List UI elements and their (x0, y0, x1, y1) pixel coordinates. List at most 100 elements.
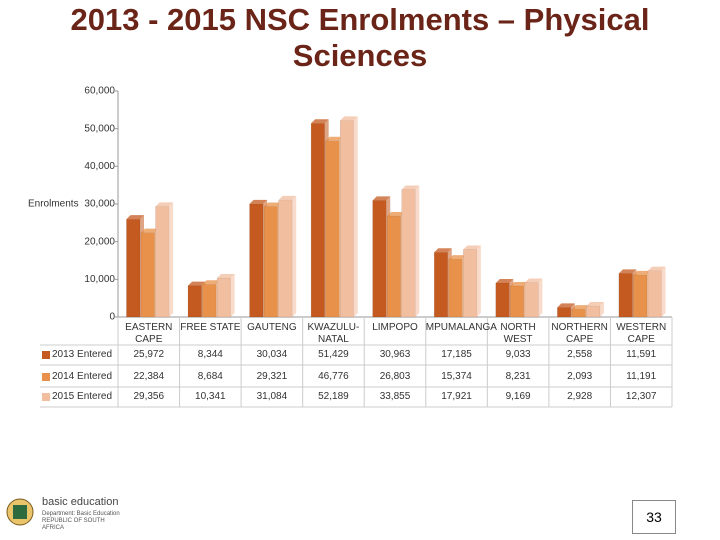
bar-top (217, 274, 235, 279)
bar-top (387, 212, 405, 217)
bar (202, 284, 217, 318)
legend-label: 2014 Entered (52, 371, 113, 382)
bar-side (599, 301, 604, 317)
logo-emblem (6, 498, 34, 526)
data-label: 15,374 (441, 371, 472, 382)
data-label: 29,356 (133, 391, 165, 402)
x-tick-label: MPUMALANGA (425, 322, 497, 333)
x-tick-label: GAUTENG (247, 322, 297, 333)
bar-top (340, 116, 358, 121)
x-tick-label: KWAZULU-NATAL (307, 322, 360, 345)
bar (278, 199, 293, 318)
data-label: 30,963 (379, 349, 411, 360)
bar (524, 282, 539, 318)
y-axis-label: Enrolments (28, 199, 79, 210)
bar-top (495, 278, 514, 283)
bar-top (155, 202, 174, 207)
y-tick-label: 20,000 (84, 236, 115, 247)
data-label: 2,093 (567, 371, 593, 382)
bar (433, 252, 449, 318)
bar-top (141, 228, 159, 233)
bar (401, 189, 416, 318)
data-label: 52,189 (318, 391, 349, 402)
data-label: 30,034 (256, 349, 288, 360)
bar (372, 200, 387, 318)
bar-top (586, 301, 604, 306)
bar (633, 274, 648, 318)
bar-side (476, 245, 481, 317)
bar-top (188, 281, 206, 286)
bar (216, 277, 231, 318)
bar (187, 285, 202, 318)
bar-top (278, 195, 297, 200)
bar-top (557, 303, 575, 308)
bar (510, 285, 525, 318)
bar-top (463, 245, 481, 250)
data-label: 46,776 (318, 371, 349, 382)
data-label: 2,928 (567, 391, 593, 402)
bar (571, 308, 586, 318)
bar (325, 140, 340, 318)
data-label: 17,921 (441, 391, 472, 402)
chart-title: 2013 - 2015 NSC Enrolments – Physical Sc… (70, 2, 650, 73)
bar (495, 282, 510, 318)
bar (263, 206, 278, 318)
legend-swatch (42, 351, 50, 359)
bar (155, 206, 170, 318)
y-tick-label: 0 (109, 312, 115, 323)
bar (557, 307, 572, 318)
data-label: 10,341 (195, 391, 226, 402)
bar-top (618, 269, 637, 274)
bar-side (230, 274, 235, 317)
data-label: 22,384 (133, 371, 165, 382)
data-label: 17,185 (441, 349, 472, 360)
bar-side (353, 116, 358, 317)
data-label: 51,429 (318, 349, 349, 360)
x-tick-label: FREE STATE (180, 322, 241, 333)
bar-top (647, 266, 666, 271)
logo-title: basic education (42, 496, 119, 508)
bar (140, 232, 155, 318)
bar (463, 249, 478, 318)
bar (586, 305, 601, 318)
bar-top (434, 248, 452, 253)
y-tick-label: 10,000 (84, 274, 115, 285)
bar (339, 120, 355, 318)
data-label: 33,855 (379, 391, 411, 402)
legend-swatch (42, 373, 50, 381)
data-label: 26,803 (379, 371, 411, 382)
data-label: 2,558 (567, 349, 593, 360)
data-label: 12,307 (625, 391, 657, 402)
y-tick-label: 40,000 (84, 161, 115, 172)
data-label: 9,169 (505, 391, 531, 402)
bar-top (311, 119, 329, 124)
bar (618, 273, 633, 318)
x-tick-label: LIMPOPO (372, 322, 418, 333)
bar (310, 123, 325, 318)
bar-top (264, 202, 282, 207)
data-label: 8,684 (197, 371, 223, 382)
bar-top (524, 278, 543, 283)
y-tick-label: 30,000 (84, 199, 115, 210)
bar-side (415, 185, 420, 317)
bar-side (292, 195, 297, 317)
bar-side (661, 266, 666, 317)
data-label: 25,972 (133, 349, 165, 360)
bar-top (372, 196, 391, 201)
x-tick-label: NORTHERN CAPE (551, 322, 608, 345)
bar-top (401, 185, 420, 190)
x-tick-label: NORTH WEST (500, 322, 536, 345)
bar-top (126, 215, 145, 220)
bar-top (448, 255, 467, 260)
data-label: 11,191 (626, 371, 657, 382)
bar-top (249, 199, 268, 204)
bar (647, 270, 662, 318)
data-label: 29,321 (256, 371, 288, 382)
bar-side (169, 202, 174, 317)
bar (126, 218, 141, 318)
bar (386, 215, 402, 318)
legend-label: 2015 Entered (52, 391, 113, 402)
bar-side (538, 278, 543, 317)
